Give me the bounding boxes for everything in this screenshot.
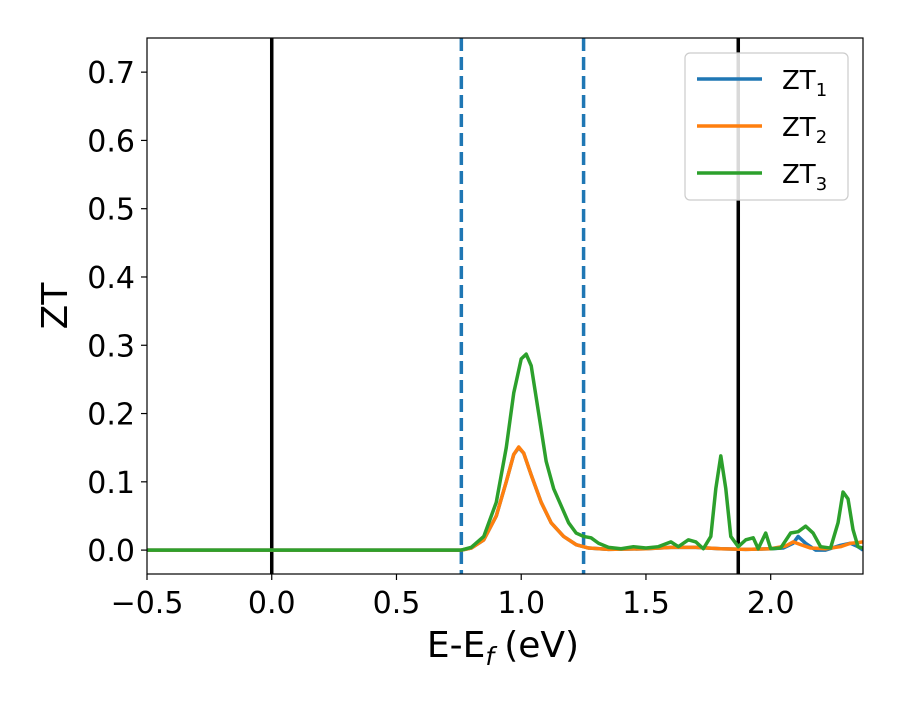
y-tick-label: 0.1 xyxy=(87,466,135,501)
y-axis-ticks: 0.0 0.1 0.2 0.3 0.4 0.5 0.6 0.7 xyxy=(87,56,147,569)
legend-box xyxy=(684,52,849,201)
x-axis-label-subscript: f xyxy=(485,642,497,671)
x-tick-label: 1.0 xyxy=(497,586,545,621)
plot-area-frame xyxy=(146,37,864,575)
x-tick-label: −0.5 xyxy=(111,586,184,621)
series-line-zt3 xyxy=(147,352,863,552)
x-tick-label: 2.0 xyxy=(747,586,795,621)
y-tick-label: 0.4 xyxy=(87,261,135,296)
y-tick-label: 0.3 xyxy=(87,329,135,364)
x-axis-label-unit: (eV) xyxy=(504,625,579,666)
x-tick-label: 0.5 xyxy=(373,586,421,621)
y-tick-label: 0.5 xyxy=(87,193,135,228)
vertical-reference-lines xyxy=(269,38,741,574)
y-tick-label: 0.7 xyxy=(87,56,135,91)
x-tick-label: 1.5 xyxy=(622,586,670,621)
y-tick-label: 0.0 xyxy=(87,534,135,569)
legend-label-zt2: ZT2 xyxy=(782,113,827,148)
x-axis-ticks: −0.5 0.0 0.5 1.0 1.5 2.0 xyxy=(111,574,795,621)
y-axis-label: ZT xyxy=(35,282,76,330)
legend: ZT1 ZT2 ZT3 xyxy=(684,52,849,201)
x-axis-label-main: E-E xyxy=(427,625,485,666)
legend-label-zt1: ZT1 xyxy=(782,66,827,101)
x-tick-label: 0.0 xyxy=(248,586,296,621)
series-layer xyxy=(147,352,863,552)
y-tick-label: 0.2 xyxy=(87,398,135,433)
legend-label-zt3: ZT3 xyxy=(782,160,827,195)
y-tick-label: 0.6 xyxy=(87,124,135,159)
x-axis-label: E-Ef (eV) xyxy=(427,625,579,671)
series-line-zt2 xyxy=(147,445,863,552)
